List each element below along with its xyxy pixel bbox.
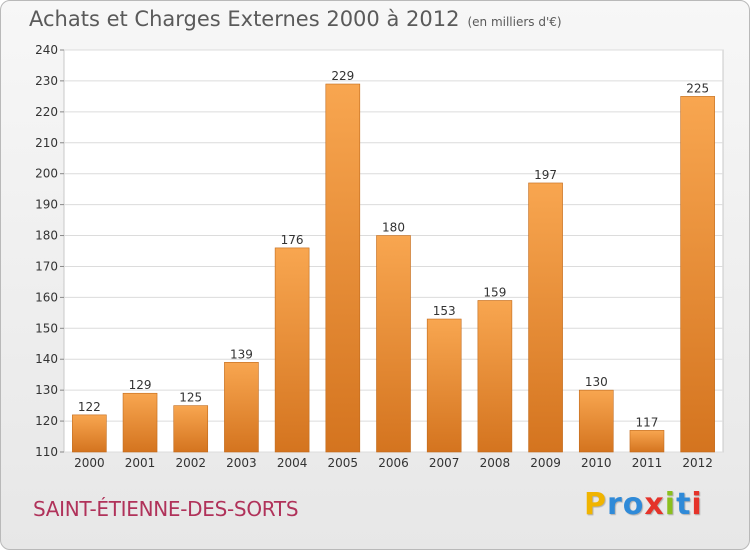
bar-2008 [477, 300, 513, 453]
logo-letter: o [622, 487, 645, 522]
y-tick-label: 150 [35, 321, 58, 335]
value-label-2004: 176 [281, 233, 304, 247]
y-tick-label: 240 [35, 43, 58, 57]
value-label-2002: 125 [179, 391, 202, 405]
y-tick-label: 230 [35, 74, 58, 88]
x-tick-label-2002: 2002 [175, 456, 206, 470]
bar-2000 [72, 414, 107, 453]
y-tick-label: 190 [35, 198, 58, 212]
x-tick-label-2004: 2004 [277, 456, 308, 470]
bar-2005 [325, 83, 361, 453]
x-tick-label-2007: 2007 [429, 456, 460, 470]
x-tick-label-2010: 2010 [581, 456, 612, 470]
value-label-2000: 122 [78, 400, 101, 414]
chart-subtitle: (en milliers d'€) [467, 15, 562, 29]
bar-2006 [376, 235, 411, 453]
value-label-2009: 197 [534, 168, 557, 182]
value-label-2010: 130 [585, 375, 608, 389]
value-label-2005: 229 [331, 69, 354, 83]
value-label-2003: 139 [230, 347, 253, 361]
value-label-2011: 117 [636, 415, 659, 429]
bar-2007 [426, 318, 462, 453]
y-tick-label: 220 [35, 105, 58, 119]
x-tick-label-2000: 2000 [74, 456, 105, 470]
y-tick-label: 160 [35, 290, 58, 304]
y-tick-label: 110 [35, 445, 58, 459]
proxiti-logo: Proxiti [584, 487, 703, 522]
logo-letter: r [607, 487, 623, 522]
bar-2011 [629, 430, 665, 453]
x-tick-label-2005: 2005 [328, 456, 359, 470]
bars: 122 129 125 139 176 229 180 153 159 197 130 117 225 [72, 69, 715, 453]
value-label-2007: 153 [433, 304, 456, 318]
x-tick-label-2012: 2012 [682, 456, 713, 470]
x-tick-label-2006: 2006 [378, 456, 409, 470]
y-tick-label: 170 [35, 259, 58, 273]
bar-2010 [578, 389, 614, 453]
bar-2012 [680, 96, 715, 453]
bar-2003 [224, 362, 259, 453]
x-tick-label-2008: 2008 [480, 456, 511, 470]
bar-2009 [528, 182, 563, 453]
logo-letter: t [676, 487, 692, 522]
bar-2001 [122, 392, 158, 453]
value-label-2001: 129 [129, 378, 152, 392]
y-tick-label: 200 [35, 167, 58, 181]
logo-letter: P [584, 487, 607, 522]
x-tick-label-2003: 2003 [226, 456, 257, 470]
y-tick-label: 180 [35, 229, 58, 243]
bar-2002 [173, 405, 209, 453]
y-tick-label: 210 [35, 136, 58, 150]
commune-name: SAINT-ÉTIENNE-DES-SORTS [33, 497, 299, 521]
x-tick-label-2009: 2009 [530, 456, 561, 470]
value-label-2006: 180 [382, 221, 405, 235]
value-label-2012: 225 [686, 81, 709, 95]
x-tick-label-2011: 2011 [632, 456, 663, 470]
y-tick-label: 120 [35, 414, 58, 428]
logo-letter: i [664, 487, 677, 522]
value-label-2008: 159 [483, 285, 506, 299]
logo-letter: x [644, 487, 665, 522]
x-axis: 2000 2001 2002 2003 2004 2005 2006 2007 2008 2009… [74, 456, 713, 470]
y-tick-label: 140 [35, 352, 58, 366]
bar-2004 [274, 247, 310, 453]
chart-title: Achats et Charges Externes 2000 à 2012 (e… [29, 7, 562, 31]
logo-letter: i [691, 487, 703, 522]
chart-title-text: Achats et Charges Externes 2000 à 2012 [29, 7, 460, 31]
y-tick-label: 130 [35, 383, 58, 397]
y-axis: 110 120 130 140 150 160 170 180 190 200 210 220 230 2… [35, 43, 64, 459]
x-tick-label-2001: 2001 [125, 456, 156, 470]
